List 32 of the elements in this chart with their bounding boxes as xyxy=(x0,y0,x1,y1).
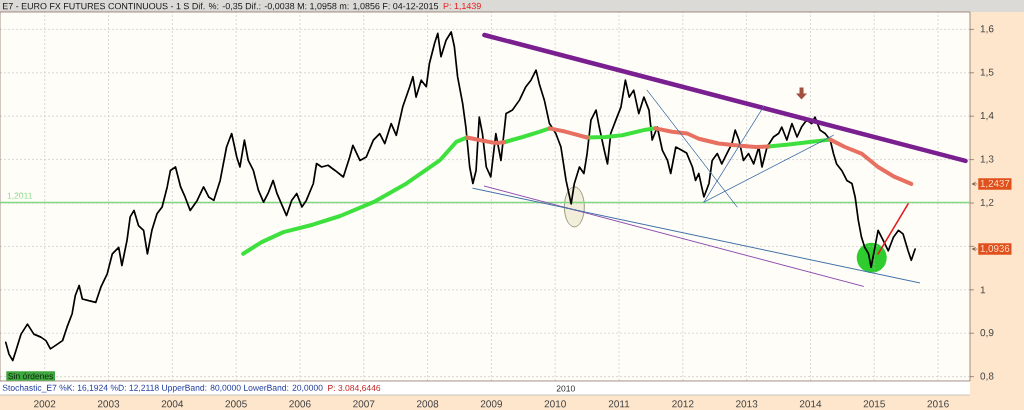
y-tick-label: 0,8 xyxy=(980,372,994,381)
x-tick-label: 2015 xyxy=(863,400,885,408)
text: Stochastic_E7 %K: 16,1924 %D: 12,2118 UpperBand: 80,0000 LowerBand: 20,0000 xyxy=(2,384,323,393)
y-tick-label: 1,4 xyxy=(980,112,994,121)
ref-line-label: 1,2011 xyxy=(7,192,32,200)
y-tick-label: 1,3 xyxy=(980,155,994,164)
x-tick-label: 2007 xyxy=(353,400,375,408)
text: 1,2437 xyxy=(980,179,1010,188)
x-tick-label: 2011 xyxy=(608,400,630,408)
x-tick-label: 2003 xyxy=(97,400,120,408)
x-tick-label: 2013 xyxy=(736,400,758,408)
x-tick-label: 2004 xyxy=(161,400,184,408)
x-tick-label: 2005 xyxy=(225,400,247,408)
x-tick-label: 2009 xyxy=(480,400,503,408)
x-tick-label: 2014 xyxy=(799,400,822,408)
y-tick-label: 1,5 xyxy=(980,68,994,77)
y-tick-label: 1,6 xyxy=(980,25,994,34)
x-tick-label: 2006 xyxy=(289,400,311,408)
chart-title: E7 - EURO FX FUTURES CONTINUOUS - 1 S Dif. %: -0,35 Dif.: -0,0038 M: 1,0958 m: 1,0856 F: 04-12-2015 xyxy=(3,2,439,11)
x-tick-label: 2010 xyxy=(544,400,566,408)
x-tick-label: 2016 xyxy=(927,400,949,408)
x-tick-label: 2008 xyxy=(416,400,439,408)
text: P: 3.084,6446 xyxy=(328,384,381,393)
y-tick-label: 1,2 xyxy=(980,198,994,208)
y-tick-label: 0,9 xyxy=(980,329,994,338)
x-tick-label: 2002 xyxy=(34,400,56,408)
x-tick-label: 2012 xyxy=(672,400,694,408)
chart-subtitle: P: 1,1439 xyxy=(443,2,481,11)
y-tick-label: 1 xyxy=(980,286,986,294)
text: 1,0936 xyxy=(980,244,1010,254)
text: 2010 xyxy=(556,385,575,392)
annotation: Sin órdenes xyxy=(8,372,54,380)
